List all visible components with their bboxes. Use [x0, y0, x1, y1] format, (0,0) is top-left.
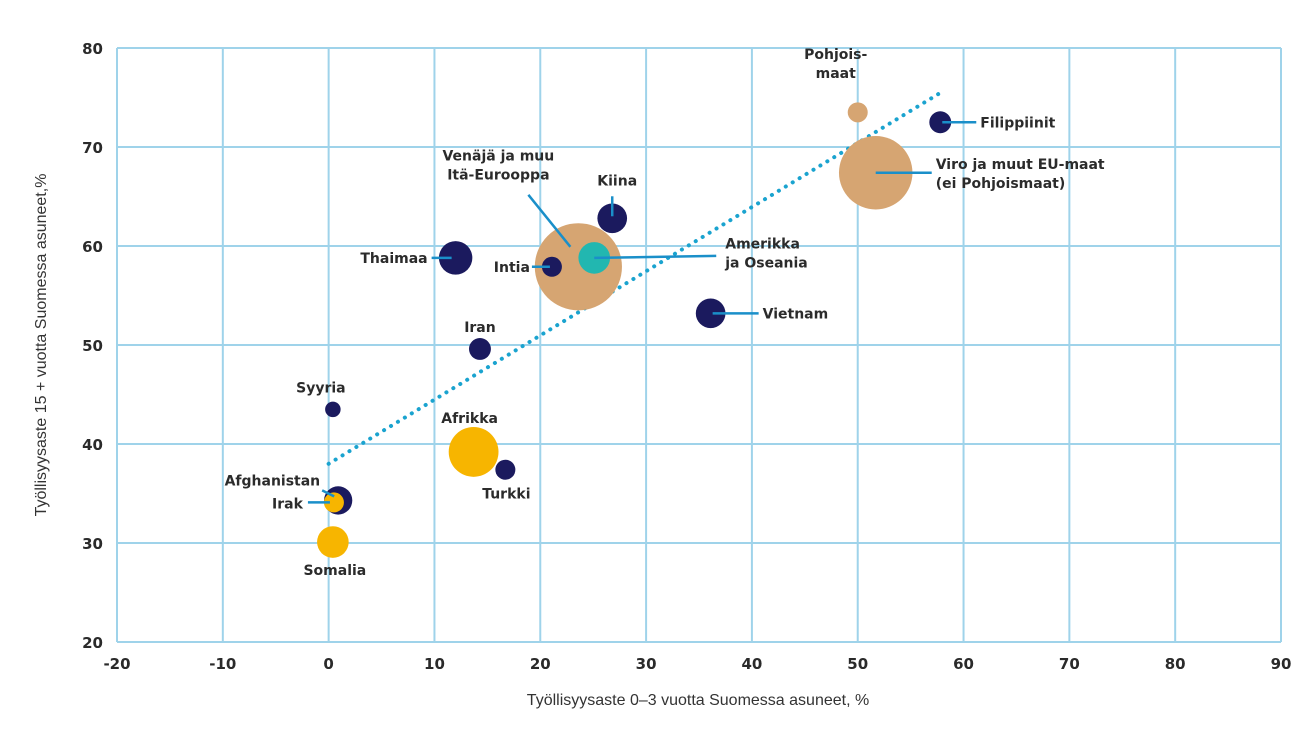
leader-line — [594, 254, 717, 260]
grid — [116, 47, 1282, 643]
x-tick-label: -20 — [103, 655, 130, 673]
point-labels-layer: Pohjois-maat Filippiinit Viro ja muut EU-m… — [225, 47, 1105, 579]
bubble-turkki — [495, 459, 516, 480]
bubble-filippiinit — [929, 111, 952, 134]
point-label: Pohjois- — [804, 47, 867, 63]
point-label: maat — [816, 66, 856, 82]
x-tick-label: 0 — [323, 655, 333, 673]
y-tick-label: 50 — [82, 337, 103, 355]
leader-lines-layer — [307, 121, 977, 504]
point-label: Intia — [494, 260, 530, 276]
bubble-afrikka — [448, 427, 499, 477]
y-axis-ticks: 20 30 40 50 60 70 80 — [82, 40, 103, 652]
x-tick-label: 10 — [424, 655, 445, 673]
bubble-viro-ja-muut-eu-maat — [838, 135, 913, 210]
leader-line — [527, 194, 572, 248]
bubbles-layer — [317, 102, 952, 558]
point-label: Afghanistan — [225, 473, 321, 489]
point-label: Irak — [272, 496, 304, 512]
x-tick-label: 60 — [953, 655, 974, 673]
bubble-iran — [469, 338, 491, 360]
point-label: Itä-Eurooppa — [447, 167, 549, 183]
x-axis-ticks: -20 -10 0 10 20 30 40 50 60 70 80 90 — [103, 655, 1291, 673]
x-tick-label: 80 — [1165, 655, 1186, 673]
bubble-thaimaa — [438, 241, 473, 275]
point-label: Vietnam — [763, 306, 829, 322]
point-label: Amerikka — [725, 236, 800, 252]
point-label: Kiina — [597, 173, 637, 189]
leader-line — [321, 489, 335, 498]
bubble-intia — [541, 256, 562, 277]
point-label: Thaimaa — [360, 251, 427, 267]
y-tick-label: 70 — [82, 139, 103, 157]
y-tick-label: 60 — [82, 238, 103, 256]
bubble-irak — [323, 492, 344, 513]
x-tick-label: 20 — [530, 655, 551, 673]
x-tick-label: 30 — [636, 655, 657, 673]
bubble-pohjoismaat — [847, 102, 868, 123]
x-tick-label: 70 — [1059, 655, 1080, 673]
point-label: Venäjä ja muu — [442, 148, 554, 164]
y-tick-label: 40 — [82, 436, 103, 454]
y-tick-label: 30 — [82, 535, 103, 553]
x-tick-label: 50 — [847, 655, 868, 673]
y-axis-label: Työllisyysaste 15 + vuotta Suomessa asun… — [33, 174, 50, 517]
bubble-syyria — [325, 401, 341, 418]
point-label: Filippiinit — [980, 115, 1055, 131]
x-axis-label: Työllisyysaste 0–3 vuotta Suomessa asune… — [527, 692, 869, 709]
bubble-somalia — [317, 526, 349, 558]
bubble-vietnam — [695, 298, 726, 329]
point-label: Somalia — [303, 563, 366, 579]
y-tick-label: 20 — [82, 634, 103, 652]
point-label: Iran — [464, 320, 496, 336]
point-label: (ei Pohjoismaat) — [936, 176, 1066, 192]
point-label: Afrikka — [441, 411, 498, 427]
trendline — [326, 89, 945, 466]
point-label: Syyria — [296, 380, 346, 396]
y-tick-label: 80 — [82, 40, 103, 58]
point-label: Turkki — [482, 487, 530, 503]
point-label: ja Oseania — [724, 255, 808, 271]
bubble-kiina — [597, 203, 628, 234]
point-label: Viro ja muut EU-maat — [936, 157, 1105, 173]
trendline-layer — [326, 89, 945, 466]
x-tick-label: 40 — [741, 655, 762, 673]
x-tick-label: -10 — [209, 655, 236, 673]
x-tick-label: 90 — [1271, 655, 1292, 673]
